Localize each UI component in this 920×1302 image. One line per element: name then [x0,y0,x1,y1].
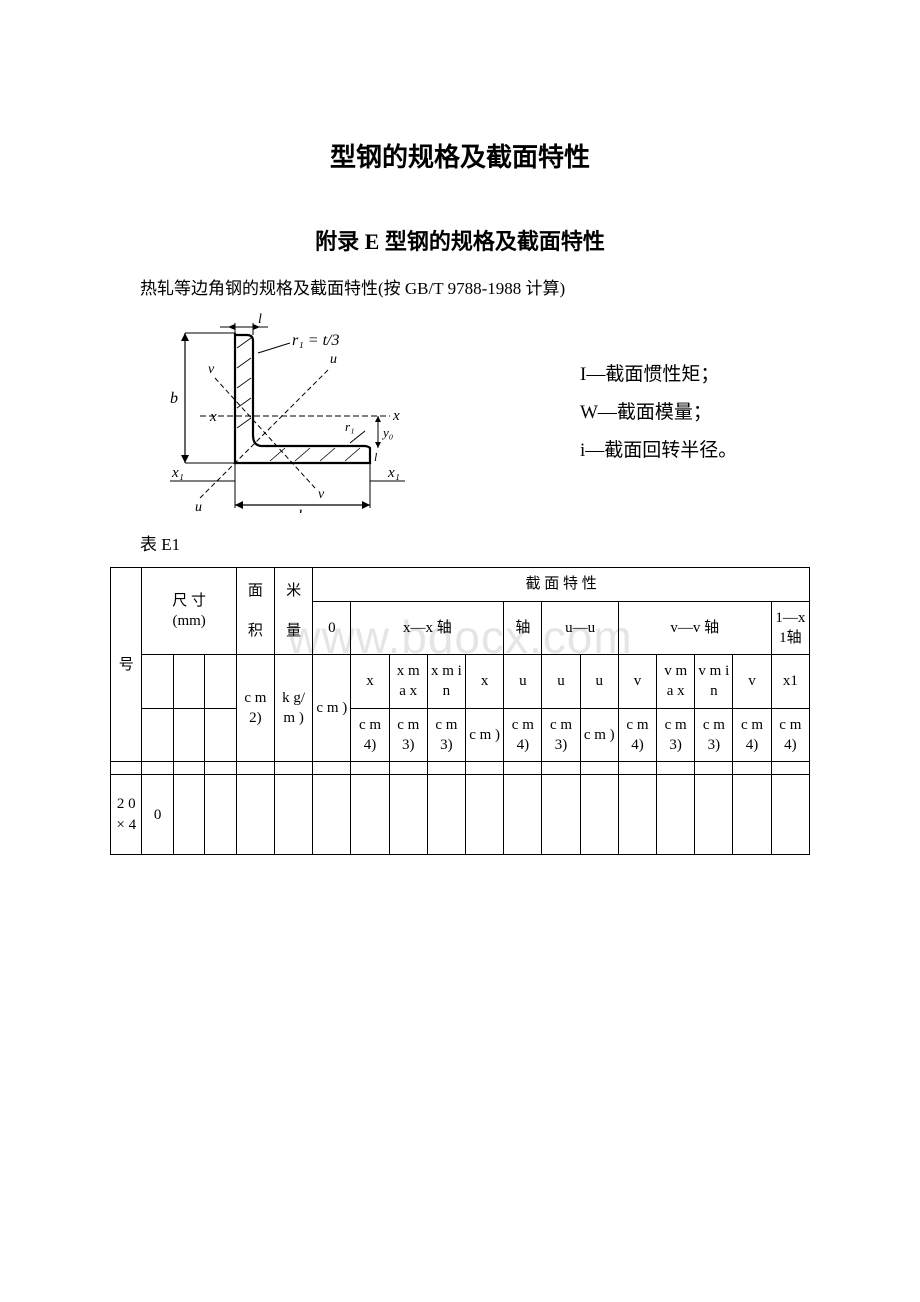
area-l1: 面 [248,583,263,599]
unit-mass: k g/ m ) [275,655,313,762]
table-empty-row [111,762,810,775]
unit-area: c m 2) [236,655,274,762]
u-iu: c m ) [580,708,618,762]
dim-u2 [173,708,204,762]
sym-Wvmin: v m in [695,655,733,709]
dim-unit: (mm) [172,613,205,629]
u-ix: c m ) [466,708,504,762]
figure-row: b x x₁ b l r₁ = t/3 x [140,313,810,513]
sym-Ix: x [351,655,389,709]
u-Iv: c m 4) [618,708,656,762]
u-iv: c m 4) [733,708,771,762]
sym-Iv: v [618,655,656,709]
row-dim: 0 [142,775,173,855]
dim-u1 [142,708,173,762]
legend-I: I—截面惯性矩； [580,356,737,394]
col-0: 0 [313,601,351,655]
area-l2: 积 [248,623,263,639]
dim-label: 尺 寸 [172,593,206,609]
properties-table: 号 尺 寸 (mm) 面 积 米 量 截 面 特 性 0 x—x 轴 轴 u—u… [110,567,810,855]
diagram-legend: I—截面惯性矩； W—截面模量； i—截面回转半径。 [580,356,737,470]
u-Ix1: c m 4) [771,708,809,762]
axis-x-right: x [392,408,400,424]
r1-label: r₁ [345,419,355,434]
col-number: 号 [111,568,142,762]
sym-iv: v [733,655,771,709]
sym-Ix1: x1 [771,655,809,709]
mass-l1: 米 [286,583,301,599]
axis-u-bot: u [195,500,202,513]
mass-l2: 量 [286,623,301,639]
sym-Wu: u [542,655,580,709]
dim-sub3 [205,655,236,709]
sym-ix: x [466,655,504,709]
axis-vv: v—v 轴 [618,601,771,655]
table-data-row: 2 0 × 4 0 [111,775,810,855]
sym-iu: u [580,655,618,709]
dim-u3 [205,708,236,762]
table-symbol-row: c m 2) k g/ m ) c m ) x x m a x x m in x… [111,655,810,709]
unit-0: c m ) [313,655,351,762]
sub-title: 附录 E 型钢的规格及截面特性 [110,224,810,256]
axis-uu-left: 轴 [504,601,542,655]
legend-i: i—截面回转半径。 [580,432,737,470]
dim-l: l [258,313,262,327]
u-Wxmin: c m 3) [427,708,465,762]
table-unit-row: c m 4) c m 3) c m 3) c m ) c m 4) c m 3)… [111,708,810,762]
r1-formula: r₁ = t/3 [292,332,339,349]
axis-u-top: u [330,352,337,367]
table-label: 表 E1 [140,530,810,555]
angle-steel-diagram: b x x₁ b l r₁ = t/3 x [140,313,430,513]
sym-Wxmax: x m a x [389,655,427,709]
u-Wvmin: c m 3) [695,708,733,762]
u-Wxmax: c m 3) [389,708,427,762]
dim-sub1 [142,655,173,709]
sym-Wvmax: v m a x [657,655,695,709]
u-Wu: c m 3) [542,708,580,762]
axis-xx: x—x 轴 [351,601,504,655]
col-mass: 米 量 [275,568,313,655]
dim-y0: y₀ [381,425,393,440]
dim-sub2 [173,655,204,709]
legend-W: W—截面模量； [580,394,737,432]
description-line: 热轧等边角钢的规格及截面特性(按 GB/T 9788-1988 计算) [140,274,810,299]
axis-x1x1: 1—x1轴 [771,601,809,655]
section-properties-header: 截 面 特 性 [313,568,810,601]
u-Iu: c m 4) [504,708,542,762]
sym-Wxmin: x m in [427,655,465,709]
col-dimensions: 尺 寸 (mm) [142,568,236,655]
dim-b-vert: b [170,390,178,407]
u-Ix: c m 4) [351,708,389,762]
axis-x1-right: x₁ [387,465,400,481]
axis-x-left: x [209,409,217,425]
axis-uu: u—u [542,601,618,655]
col-area: 面 积 [236,568,274,655]
table-header-row: 号 尺 寸 (mm) 面 积 米 量 截 面 特 性 [111,568,810,601]
main-title: 型钢的规格及截面特性 [110,137,810,174]
dim-l2: l [374,450,378,464]
document-page: www.bdocx.com 型钢的规格及截面特性 附录 E 型钢的规格及截面特性… [0,0,920,915]
row-label: 2 0 × 4 [111,775,142,855]
axis-x1-left: x₁ [171,465,184,481]
sym-Iu: u [504,655,542,709]
u-Wvmax: c m 3) [657,708,695,762]
dim-b-horiz: b [298,508,306,513]
axis-v-top: v [208,362,215,377]
axis-v-bot: v [318,487,325,502]
